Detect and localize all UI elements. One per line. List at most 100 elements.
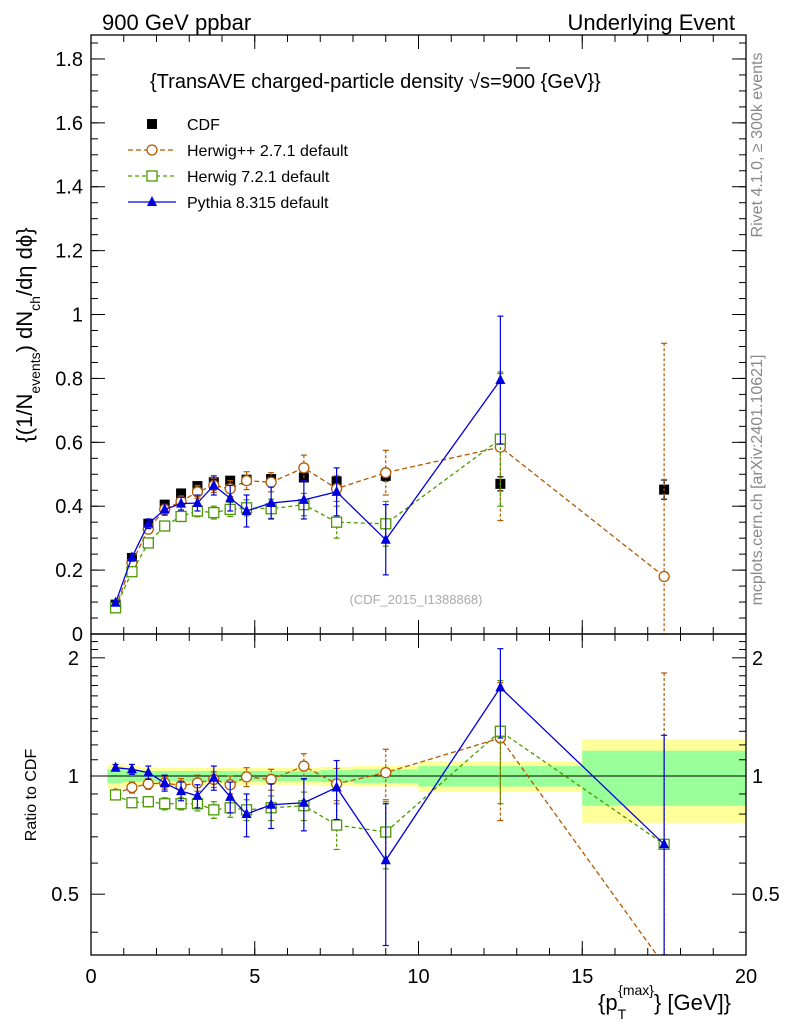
xlabel-sub: T bbox=[618, 1006, 627, 1022]
series-point-ratio bbox=[380, 766, 392, 779]
series-point-ratio bbox=[176, 785, 187, 796]
legend-label: Herwig 7.2.1 default bbox=[187, 169, 330, 186]
series-point-main bbox=[208, 479, 219, 490]
series-point-ratio bbox=[159, 776, 170, 787]
ratio-series-group bbox=[110, 648, 670, 955]
series-point-main bbox=[266, 497, 277, 508]
series-point-main bbox=[225, 492, 236, 503]
y-tick-label: 0.8 bbox=[55, 368, 83, 390]
series-line-ratio-0 bbox=[115, 737, 658, 955]
series-line-main-2 bbox=[114, 379, 501, 603]
series-point-main bbox=[143, 517, 154, 528]
series-point-main bbox=[331, 485, 342, 496]
legend: CDF Herwig++ 2.7.1 default Herwig 7.2.1 de… bbox=[128, 117, 349, 212]
series-point-main bbox=[240, 475, 253, 487]
series-point-main bbox=[658, 570, 670, 583]
x-tick-label: 10 bbox=[407, 966, 429, 988]
legend-label: Herwig++ 2.7.1 default bbox=[187, 143, 349, 160]
series-point-main bbox=[175, 510, 187, 523]
xlabel-sup: {max} bbox=[618, 982, 654, 998]
y-tick-label: 1.2 bbox=[55, 241, 83, 263]
ylabel-part-e: /dη dϕ} bbox=[12, 227, 37, 296]
y-tick-label: 0.6 bbox=[55, 432, 83, 454]
series-point-ratio bbox=[330, 819, 343, 831]
cdf-point bbox=[176, 488, 187, 499]
analysis-tag: (CDF_2015_I1388868) bbox=[350, 592, 483, 607]
legend-marker bbox=[146, 170, 158, 182]
series-point-ratio bbox=[143, 766, 154, 777]
series-point-main bbox=[380, 467, 392, 479]
ylabel-part-a: {(1/N bbox=[12, 394, 37, 443]
ratio-tick-label-right: 1 bbox=[752, 766, 763, 788]
ratio-tick-label: 2 bbox=[68, 648, 79, 670]
x-tick-label: 5 bbox=[249, 966, 260, 988]
series-point-ratio bbox=[495, 681, 506, 692]
series-point-ratio bbox=[298, 796, 309, 807]
y-tick-label: 0.4 bbox=[55, 496, 83, 518]
series-point-ratio bbox=[265, 773, 277, 786]
chart-title-sqrt: √ bbox=[469, 71, 480, 93]
legend-marker bbox=[147, 119, 157, 129]
main-series bbox=[109, 315, 670, 635]
series-point-ratio bbox=[240, 771, 253, 783]
series-point-ratio bbox=[380, 854, 391, 865]
series-point-main bbox=[159, 520, 171, 532]
series-point-ratio bbox=[298, 760, 310, 772]
legend-marker bbox=[146, 144, 158, 156]
series-point-ratio bbox=[241, 808, 252, 819]
series-point-main bbox=[298, 462, 310, 474]
series-point-main bbox=[159, 503, 170, 514]
chart-title: {TransAVE charged-particle density √s=90… bbox=[150, 71, 601, 93]
series-line-main-1 bbox=[114, 438, 501, 609]
series-point-main bbox=[208, 506, 220, 519]
y-tick-label: 1.8 bbox=[55, 49, 83, 71]
series-point-ratio bbox=[110, 761, 121, 772]
series-point-ratio bbox=[126, 781, 138, 794]
legend-label: CDF bbox=[187, 117, 220, 134]
series-point-ratio bbox=[109, 789, 122, 801]
series-point-main bbox=[142, 537, 154, 549]
header-right: Underlying Event bbox=[567, 10, 735, 35]
series-point-ratio bbox=[266, 798, 277, 809]
series-point-ratio bbox=[142, 778, 154, 790]
y-tick-label: 1.6 bbox=[55, 113, 83, 135]
series-point-main bbox=[192, 497, 203, 508]
ratio-tick-label-right: 2 bbox=[752, 648, 763, 670]
series-point-ratio bbox=[126, 797, 138, 809]
xlabel-open: {p bbox=[598, 990, 618, 1015]
ratio-series bbox=[109, 648, 670, 970]
series-point-main bbox=[265, 476, 277, 488]
x-axis-label: {pT {max}} [GeV]} bbox=[598, 982, 731, 1022]
series-point-ratio bbox=[142, 796, 154, 808]
series-point-main bbox=[241, 505, 252, 516]
series-point-main bbox=[110, 596, 121, 607]
series-point-ratio bbox=[208, 804, 220, 816]
header-left: 900 GeV ppbar bbox=[102, 10, 251, 35]
series-point-ratio bbox=[659, 960, 669, 970]
axes: 0 0.2 0.4 0.6 0.8 1 1.2 1.4 1.6 1.8 0 5 10 15 20 0.5 0.5… bbox=[51, 34, 780, 988]
y-tick-label: 0.2 bbox=[55, 560, 83, 582]
series-point-main bbox=[380, 533, 391, 544]
x-tick-label: 0 bbox=[85, 966, 96, 988]
ratio-tick-label: 0.5 bbox=[51, 884, 79, 906]
series-point-ratio bbox=[192, 789, 203, 800]
rivet-label: Rivet 4.1.0, ≥ 300k events bbox=[749, 53, 766, 238]
ylabel-part-c: ) dN bbox=[12, 311, 37, 353]
chart-title-prefix: {TransAVE charged-particle density bbox=[150, 71, 469, 93]
x-tick-label: 20 bbox=[735, 966, 757, 988]
xlabel-close: } [GeV]} bbox=[654, 990, 731, 1015]
series-point-ratio bbox=[126, 763, 137, 774]
series-point-ratio bbox=[225, 790, 236, 801]
ylabel-part-d: ch bbox=[27, 296, 43, 311]
series-point-ratio bbox=[208, 771, 219, 782]
y-tick-label: 1.4 bbox=[55, 177, 83, 199]
ratio-y-label: Ratio to CDF bbox=[23, 749, 40, 842]
series-point-main bbox=[495, 374, 506, 385]
series-line-ratio-1 bbox=[115, 730, 665, 845]
y-axis-label: {(1/Nevents) dNch/dη dϕ} bbox=[12, 227, 43, 442]
ratio-tick-label-right: 0.5 bbox=[752, 884, 780, 906]
y-tick-label: 0 bbox=[72, 624, 83, 646]
chart-title-svalue: s=900 {GeV}} bbox=[480, 71, 601, 93]
legend-marker bbox=[147, 196, 157, 206]
y-tick-label: 1 bbox=[72, 305, 83, 327]
